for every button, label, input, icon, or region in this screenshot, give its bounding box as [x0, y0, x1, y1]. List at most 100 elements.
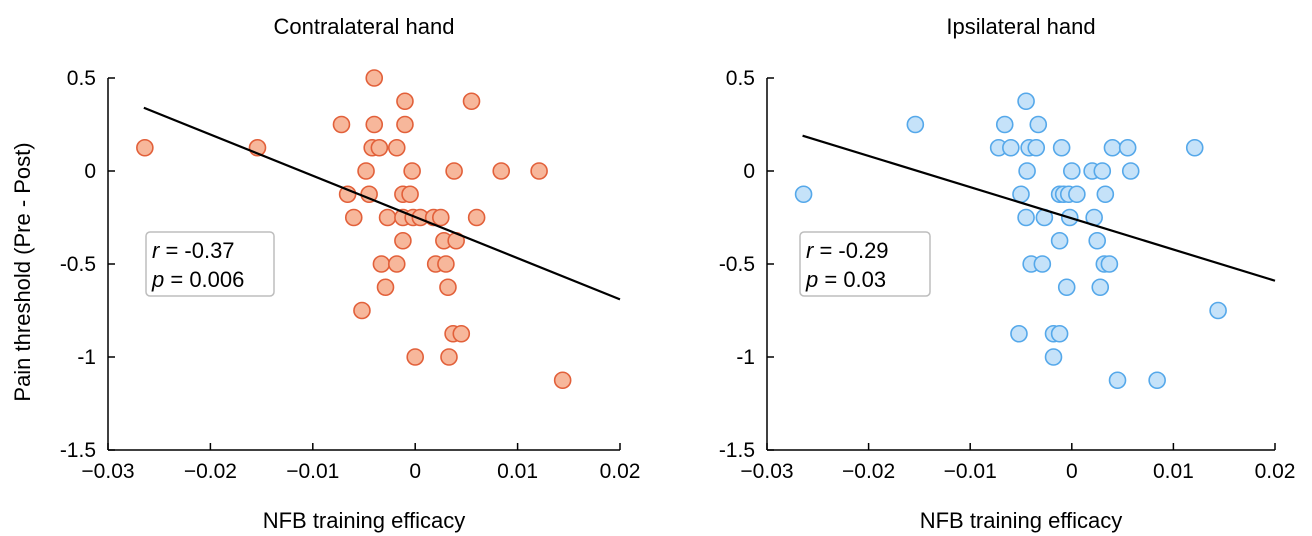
- data-point: [396, 92, 414, 111]
- data-point: [1050, 231, 1069, 250]
- data-point: [1033, 255, 1052, 273]
- data-point: [1002, 138, 1020, 157]
- data-point: [553, 371, 572, 390]
- data-point: [1088, 231, 1106, 250]
- data-point: [406, 348, 425, 366]
- panel-ipsilateral: Ipsilateral hand −0.03 −0.02 −0.01 0 0.01 0.02…: [719, 14, 1296, 533]
- data-point: [394, 231, 412, 250]
- y-tick-label: -1.5: [719, 439, 755, 462]
- chart-title: Ipsilateral hand: [946, 14, 1095, 39]
- data-point: [344, 208, 363, 227]
- data-point: [1103, 138, 1122, 157]
- data-point: [1121, 162, 1140, 180]
- p-symbol: p: [151, 267, 164, 292]
- data-point: [1063, 162, 1081, 180]
- data-point: [492, 162, 511, 180]
- regression-line: [802, 134, 1276, 282]
- data-point: [439, 278, 457, 297]
- x-tick-label: 0: [409, 460, 421, 483]
- data-point: [462, 92, 481, 111]
- data-point: [1057, 278, 1076, 297]
- data-point: [1017, 92, 1035, 111]
- data-point: [387, 255, 406, 273]
- p-value: = 0.006: [164, 267, 244, 292]
- p-value-text: p = 0.03: [805, 267, 886, 292]
- data-point: [437, 255, 455, 273]
- data-point: [365, 115, 384, 134]
- data-point: [1050, 324, 1069, 343]
- data-point: [1012, 185, 1030, 204]
- x-axis-label: NFB training efficacy: [263, 508, 466, 533]
- data-point: [136, 138, 154, 157]
- y-tick-label: -0.5: [60, 253, 96, 276]
- r-value: = -0.29: [813, 238, 888, 263]
- p-symbol: p: [805, 267, 818, 292]
- data-point: [1118, 138, 1137, 157]
- data-point: [365, 69, 384, 87]
- data-point: [1018, 162, 1036, 180]
- x-tick-label: −0.03: [740, 460, 793, 483]
- data-point: [353, 301, 371, 320]
- data-point: [452, 324, 471, 343]
- x-tick-label: 0.02: [600, 460, 641, 483]
- data-point: [530, 162, 548, 180]
- data-point: [372, 255, 391, 273]
- data-point: [1209, 301, 1227, 320]
- data-point: [995, 115, 1014, 134]
- data-point: [357, 162, 375, 180]
- r-symbol: r: [152, 238, 161, 263]
- data-point: [1017, 208, 1035, 227]
- stats-box: [145, 231, 275, 297]
- x-tick-label: −0.01: [286, 460, 339, 483]
- data-point: [387, 138, 406, 157]
- data-point: [378, 208, 397, 227]
- data-point: [401, 185, 419, 204]
- data-point: [332, 115, 351, 134]
- y-tick-label: -0.5: [719, 253, 755, 276]
- x-tick-label: −0.01: [944, 460, 997, 483]
- data-point: [794, 185, 813, 204]
- data-point: [467, 208, 486, 227]
- data-point: [1068, 185, 1086, 204]
- y-tick-label: 0: [743, 160, 755, 183]
- data-point: [1185, 138, 1204, 157]
- data-point: [440, 348, 458, 366]
- y-tick-label: 0.5: [726, 67, 755, 90]
- x-tick-label: −0.03: [81, 460, 134, 483]
- data-point: [1010, 324, 1028, 343]
- r-symbol: r: [806, 238, 815, 263]
- panel-contralateral: Contralateral hand −0.03 −0.02 −0.01 0 0.01 0.…: [10, 14, 640, 533]
- data-point: [1108, 371, 1127, 390]
- x-tick-label: −0.02: [842, 460, 895, 483]
- data-point: [396, 115, 414, 134]
- data-point: [1100, 255, 1119, 273]
- stats-box: [799, 231, 931, 297]
- data-point: [403, 162, 421, 180]
- data-point: [1091, 278, 1110, 297]
- data-point: [1093, 162, 1112, 180]
- p-value-text: p = 0.006: [151, 267, 244, 292]
- x-tick-label: 0.01: [497, 460, 538, 483]
- x-tick-label: 0.01: [1153, 460, 1194, 483]
- y-tick-label: -1: [736, 346, 755, 369]
- data-point: [906, 115, 925, 134]
- y-tick-label: 0.5: [67, 67, 96, 90]
- y-tick-label: 0: [84, 160, 96, 183]
- data-point: [1052, 138, 1071, 157]
- x-tick-label: 0.02: [1255, 460, 1296, 483]
- regression-line: [143, 106, 621, 301]
- data-point: [431, 208, 450, 227]
- data-point: [1096, 185, 1115, 204]
- data-point: [1029, 115, 1048, 134]
- r-value-text: r = -0.37: [152, 238, 235, 263]
- r-value: = -0.37: [159, 238, 234, 263]
- chart-title: Contralateral hand: [273, 14, 454, 39]
- data-point: [376, 278, 395, 297]
- x-tick-label: 0: [1066, 460, 1078, 483]
- data-point: [1148, 371, 1166, 390]
- y-tick-label: -1: [77, 346, 96, 369]
- y-axis-label: Pain threshold (Pre - Post): [10, 142, 35, 401]
- data-point: [1027, 138, 1046, 157]
- y-tick-label: -1.5: [60, 439, 96, 462]
